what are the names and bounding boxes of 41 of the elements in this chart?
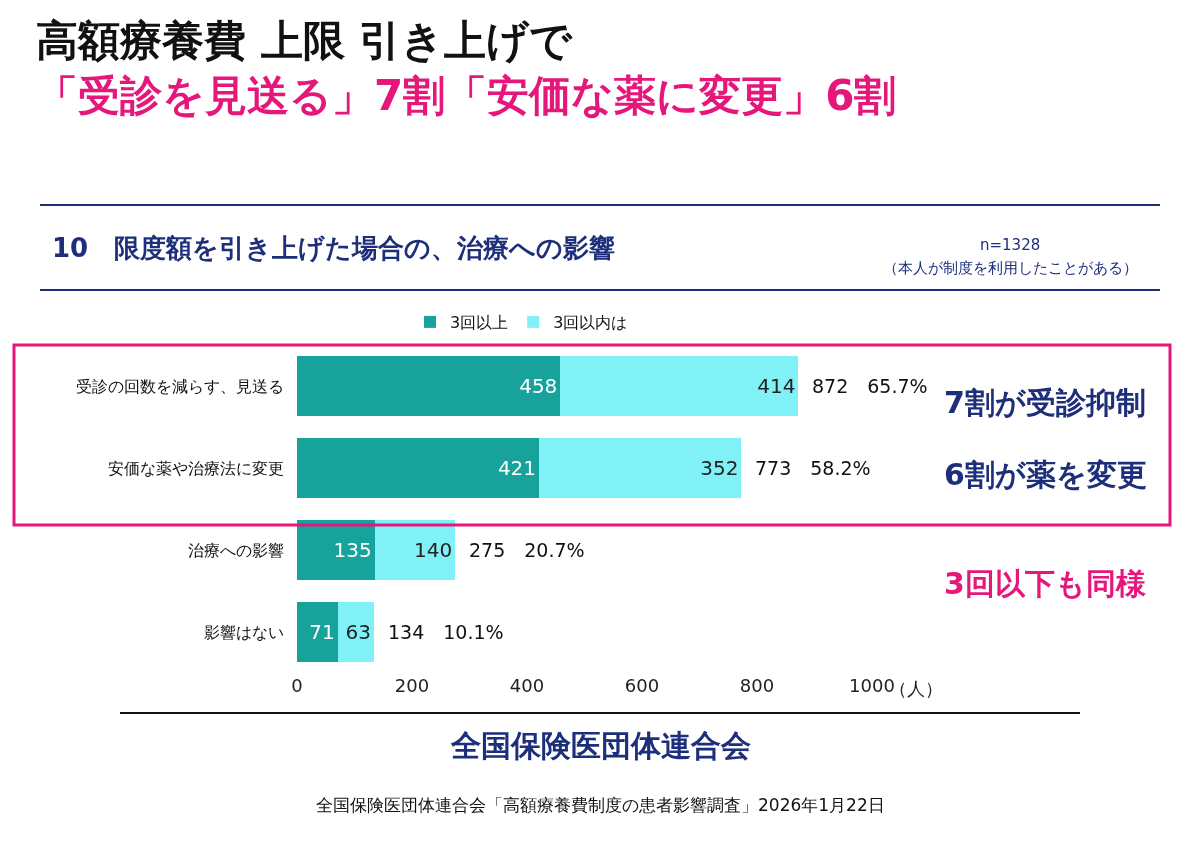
x-tick-label: 800 (739, 675, 775, 696)
total-label: 872 65.7% (812, 375, 928, 397)
text: 全国保険医団体連合会 (450, 728, 751, 763)
legend-label: 3回以上 (450, 313, 509, 333)
text: 全国保険医団体連合会「高額療養費制度の患者影響調査」2026年1月22日 (316, 795, 885, 815)
data-label: 458 (519, 374, 558, 398)
y-tick-label: 治療への影響 (188, 540, 284, 560)
total-label: 773 58.2% (755, 457, 871, 479)
x-tick-label: 600 (624, 675, 660, 696)
bar (297, 520, 375, 580)
text: 10 限度額を引き上げた場合の、治療への影響 (52, 233, 616, 263)
chart-subtitle: 「受診を見送る」7割「安価な薬に変更」6割 (36, 70, 897, 120)
x-tick-label: 200 (394, 675, 430, 696)
data-label: 63 (345, 620, 372, 644)
bar (297, 438, 540, 498)
legend-label: 3回以内は (553, 313, 628, 333)
y-tick-label: 安価な薬や治療法に変更 (108, 458, 284, 478)
bar (539, 438, 742, 498)
bar (297, 602, 338, 662)
data-label: 71 (309, 620, 335, 644)
data-label: 352 (700, 456, 739, 480)
text: n=1328 (980, 236, 1041, 254)
chart-title: 高額療養費 上限 引き上げで (36, 16, 574, 66)
text: 3回以下も同様 (944, 566, 1146, 601)
y-tick-label: 影響はない (204, 622, 284, 642)
bar (374, 520, 456, 580)
bar (297, 356, 561, 416)
total-label: 134 10.1% (388, 621, 504, 643)
text: 7割が受診抑制 (944, 385, 1146, 420)
data-label: 140 (413, 538, 453, 562)
x-tick-label: 400 (509, 675, 545, 696)
text: （本人が制度を利用したことがある） (883, 259, 1138, 277)
y-tick-label: 受診の回数を減らす、見送る (76, 376, 284, 396)
bar (337, 602, 375, 662)
data-label: 414 (757, 374, 796, 398)
total-label: 275 20.7% (469, 539, 585, 561)
x-tick-label: 0 (291, 675, 303, 696)
bar (560, 356, 799, 416)
data-label: 421 (497, 456, 537, 480)
data-label: 135 (333, 538, 372, 562)
text: 6割が薬を変更 (944, 457, 1147, 492)
